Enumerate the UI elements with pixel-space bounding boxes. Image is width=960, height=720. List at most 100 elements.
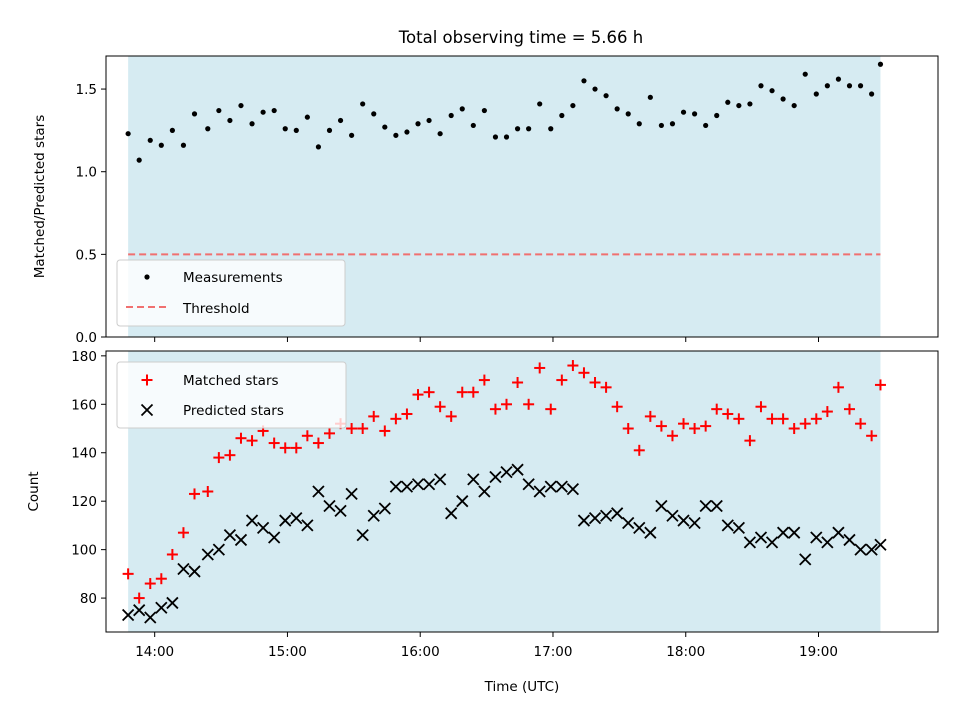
predicted-stars-marker — [323, 499, 336, 513]
measurement-point — [780, 96, 786, 102]
chart-title: Total observing time = 5.66 h — [398, 28, 643, 47]
predicted-stars-marker — [133, 604, 146, 617]
measurement-point — [349, 132, 355, 138]
matched-stars-marker — [301, 430, 313, 442]
ratio-legend: Measurements Threshold — [116, 259, 346, 327]
matched-stars-marker — [644, 410, 656, 422]
matched-stars-marker — [534, 362, 546, 374]
measurement-point — [448, 112, 454, 119]
measurement-point — [459, 106, 465, 112]
predicted-stars-marker — [577, 514, 591, 527]
measurement-point — [581, 78, 587, 84]
legend-predicted-label: Predicted stars — [183, 403, 284, 419]
measurement-point — [282, 126, 288, 132]
matched-stars-marker — [545, 403, 557, 415]
matched-stars-marker — [700, 420, 712, 432]
legend-predicted-marker — [140, 403, 154, 417]
predicted-stars-marker — [710, 499, 723, 513]
predicted-stars-marker — [522, 478, 535, 491]
matched-stars-marker — [523, 398, 535, 410]
predicted-stars-marker — [378, 502, 391, 515]
matched-stars-marker — [855, 418, 867, 430]
predicted-stars-marker — [788, 526, 801, 539]
y-tick-label: 80 — [80, 591, 97, 607]
measurement-point — [669, 121, 676, 127]
measurement-point — [548, 126, 554, 132]
matched-stars-marker — [412, 389, 424, 401]
measurement-point — [271, 107, 277, 114]
predicted-stars-marker — [633, 521, 646, 534]
measurement-point — [824, 83, 830, 89]
predicted-stars-marker — [743, 536, 757, 549]
predicted-stars-marker — [312, 485, 325, 498]
measurement-point — [371, 111, 377, 117]
matched-stars-marker — [489, 403, 501, 415]
predicted-stars-marker — [821, 536, 834, 549]
matched-stars-marker — [368, 410, 380, 422]
measurement-point — [360, 101, 366, 107]
matched-stars-marker — [733, 413, 745, 425]
matched-stars-marker — [323, 427, 335, 439]
predicted-stars-marker — [245, 514, 259, 527]
predicted-stars-marker — [500, 465, 513, 479]
predicted-stars-marker — [478, 485, 491, 498]
predicted-stars-marker — [188, 565, 201, 578]
measurement-point — [492, 134, 499, 140]
matched-stars-marker — [622, 423, 634, 435]
measurement-point — [802, 71, 808, 77]
matched-stars-marker — [655, 420, 667, 432]
measurement-point — [415, 121, 421, 127]
measurement-point — [136, 157, 142, 163]
predicted-stars-marker — [268, 531, 281, 544]
predicted-stars-marker — [144, 611, 157, 624]
y-tick-label: 120 — [71, 494, 97, 510]
matched-stars-marker — [678, 418, 690, 430]
predicted-stars-marker — [765, 536, 779, 549]
matched-stars-marker — [456, 386, 468, 398]
matched-stars-marker — [788, 423, 800, 435]
count-points — [121, 360, 887, 624]
matched-stars-marker — [246, 435, 258, 447]
matched-stars-marker — [611, 401, 623, 413]
predicted-stars-marker — [655, 499, 668, 513]
matched-stars-marker — [666, 430, 678, 442]
matched-stars-marker — [578, 367, 590, 379]
matched-stars-marker — [874, 379, 886, 391]
predicted-stars-marker — [599, 509, 613, 522]
predicted-stars-marker — [345, 487, 358, 501]
matched-stars-marker — [722, 408, 734, 420]
measurement-point — [260, 109, 266, 115]
predicted-stars-marker — [467, 473, 480, 486]
matched-stars-marker — [346, 423, 358, 435]
matched-stars-marker — [312, 437, 324, 449]
matched-stars-marker — [155, 573, 167, 585]
predicted-stars-marker — [212, 543, 225, 556]
measurement-point — [382, 124, 388, 130]
matched-stars-marker — [799, 418, 811, 430]
measurement-point — [703, 122, 709, 129]
predicted-stars-marker — [389, 480, 403, 493]
predicted-stars-marker — [799, 553, 812, 566]
matched-stars-marker — [478, 374, 490, 386]
measurement-point — [758, 83, 764, 89]
predicted-stars-marker — [256, 521, 270, 534]
measurement-point — [636, 121, 642, 127]
measurement-point — [614, 106, 620, 112]
ratio-axes-frame — [105, 55, 939, 338]
count-panel: 80 100 120 140 160 180 14:00 15:00 16:00 17:00 18… — [26, 349, 939, 695]
measurement-point — [470, 122, 476, 129]
predicted-stars-marker — [411, 478, 425, 491]
measurement-point — [869, 91, 875, 97]
x-tick-label: 17:00 — [534, 644, 573, 660]
predicted-stars-marker — [367, 509, 380, 522]
matched-stars-marker — [556, 374, 568, 386]
ratio-panel: 0.0 0.5 1.0 1.5 Matched/Predicted stars Mea… — [32, 55, 939, 346]
measurement-point — [680, 109, 687, 115]
predicted-stars-marker — [843, 533, 856, 547]
y-tick-label: 160 — [71, 397, 97, 413]
legend-matched-marker — [141, 374, 153, 386]
predicted-stars-marker — [874, 538, 887, 551]
predicted-stars-marker — [456, 495, 469, 508]
matched-stars-marker — [512, 376, 524, 388]
predicted-stars-marker — [754, 531, 768, 544]
